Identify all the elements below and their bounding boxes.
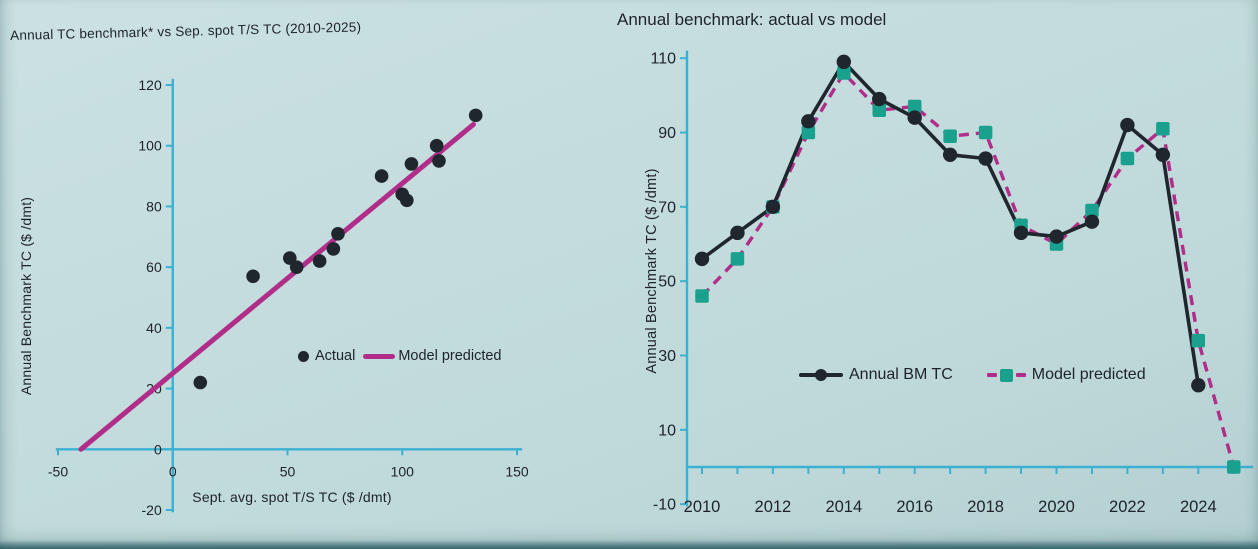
right-chart-title: Annual benchmark: actual vs model [617, 10, 887, 29]
svg-text:2016: 2016 [896, 498, 933, 516]
svg-text:2014: 2014 [825, 498, 862, 516]
svg-text:100: 100 [138, 138, 162, 154]
square-marker-icon [999, 368, 1013, 382]
legend-bm-line-icon [799, 369, 843, 381]
dash-icon [1015, 373, 1026, 377]
svg-text:40: 40 [146, 320, 162, 336]
svg-text:80: 80 [146, 198, 162, 214]
legend-model-label: Model predicted [398, 348, 502, 364]
svg-text:0: 0 [169, 463, 177, 479]
svg-text:10: 10 [658, 422, 676, 439]
svg-text:70: 70 [658, 199, 676, 216]
svg-text:150: 150 [505, 463, 529, 479]
svg-text:2010: 2010 [684, 498, 721, 516]
svg-text:0: 0 [154, 441, 162, 457]
right-chart-plot: -10 10 30 50 70 90 110 2010 2012 2014 2016 2018 2020… [650, 51, 1254, 516]
svg-text:2022: 2022 [1109, 498, 1146, 516]
legend-bm-marker-icon [815, 369, 827, 381]
svg-text:100: 100 [391, 463, 415, 479]
legend-bm-label: Annual BM TC [849, 366, 953, 383]
legend-actual-label: Actual [315, 348, 356, 364]
svg-text:30: 30 [658, 348, 676, 365]
svg-text:-20: -20 [142, 502, 162, 518]
svg-text:60: 60 [146, 259, 162, 275]
svg-text:2012: 2012 [755, 498, 792, 516]
right-legend: Annual BM TC Model predicted [799, 366, 1146, 384]
svg-text:-50: -50 [48, 463, 68, 479]
photo-bottom-edge [0, 540, 1258, 549]
legend-model-line-icon [363, 353, 396, 359]
svg-text:50: 50 [280, 463, 296, 479]
svg-text:2024: 2024 [1180, 498, 1217, 516]
svg-text:-10: -10 [653, 497, 676, 514]
svg-text:2020: 2020 [1038, 498, 1075, 516]
svg-text:50: 50 [658, 274, 676, 291]
legend-actual-marker-icon [298, 350, 309, 362]
legend-model-label: Model predicted [1031, 366, 1146, 383]
svg-text:90: 90 [658, 125, 676, 142]
svg-text:2018: 2018 [967, 498, 1004, 516]
dash-icon [986, 373, 997, 377]
svg-text:110: 110 [650, 51, 676, 68]
svg-text:120: 120 [138, 77, 162, 93]
legend-model-dash-icon [986, 368, 1026, 382]
left-legend: Actual Model predicted [298, 348, 501, 364]
